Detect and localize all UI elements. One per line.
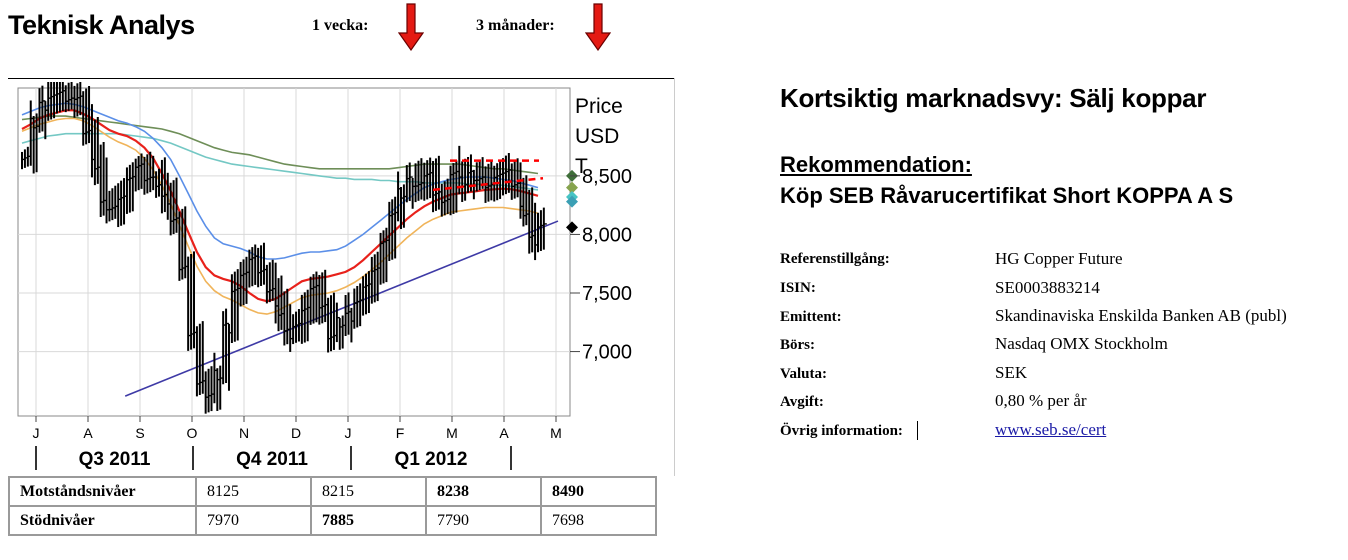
header-divider [8, 78, 675, 79]
info-value-currency: SEK [995, 363, 1028, 382]
down-arrow-icon [585, 3, 611, 51]
y-tick-label: 8,500 [582, 166, 632, 188]
x-tick-label: A [499, 425, 509, 441]
table-cell: 8238 [425, 476, 542, 507]
info-value-issuer: Skandinaviska Enskilda Banken AB (publ) [995, 306, 1287, 325]
level-marker-icon [566, 221, 578, 234]
grid [18, 88, 570, 416]
levels-table: Motståndsnivåer 8125 8215 8238 8490 Stöd… [8, 476, 657, 536]
series-line-ma-orange [21, 117, 539, 315]
table-cell: 8125 [195, 476, 312, 507]
info-value-exchange: Nasdaq OMX Stockholm [995, 334, 1168, 353]
series-line-ma-teal [21, 132, 539, 191]
price-label-line2: USD [575, 125, 619, 148]
text-cursor [917, 421, 918, 440]
series-line-ma-darkgreen [21, 115, 539, 175]
info-value-fee: 0,80 % per år [995, 391, 1087, 410]
x-tick-label: S [135, 425, 144, 441]
x-tick-label: D [291, 425, 301, 441]
recommendation-value: Köp SEB Råvarucertifikat Short KOPPA A S [780, 183, 1234, 208]
x-tick-label: M [446, 425, 458, 441]
horizon-3-months-label: 3 månader: [476, 17, 555, 34]
info-key-isin: ISIN: [780, 280, 816, 296]
market-view-heading: Kortsiktig marknadsvy: Sälj koppar [780, 83, 1207, 113]
copper-price-chart: 8,500 8,000 7,500 7,000 J A S O N D J F M A M Q3 2011 Q… [17, 82, 632, 470]
level-marker-icon [566, 181, 578, 194]
quarter-label: Q1 2012 [395, 449, 468, 470]
x-tick-label: N [239, 425, 249, 441]
x-tick-label: A [83, 425, 93, 441]
channel-bottom [432, 176, 544, 192]
info-key-currency: Valuta: [780, 366, 827, 382]
resistance-channel [432, 159, 544, 192]
x-tick-label: J [33, 425, 40, 441]
table-cell: 7885 [310, 505, 427, 536]
price-label-line3: T [575, 155, 588, 178]
info-value-reference: HG Copper Future [995, 249, 1123, 268]
info-value-isin: SE0003883214 [995, 278, 1100, 297]
info-key-reference: Referenstillgång: [780, 251, 890, 267]
table-cell: 7970 [195, 505, 312, 536]
price-label-line1: Price [575, 95, 623, 118]
info-key-issuer: Emittent: [780, 309, 842, 325]
y-tick-label: 8,000 [582, 224, 632, 246]
table-row: Motståndsnivåer 8125 8215 8238 8490 [8, 476, 657, 507]
y-axis: 8,500 8,000 7,500 7,000 [570, 166, 632, 364]
x-axis: J A S O N D J F M A M Q3 2011 Q4 2011 Q1 2012 [33, 416, 562, 470]
table-cell: 7790 [425, 505, 542, 536]
info-key-exchange: Börs: [780, 337, 815, 353]
info-link-seb-cert[interactable]: www.seb.se/cert [995, 420, 1107, 439]
y-tick-label: 7,000 [582, 342, 632, 364]
table-cell: 8215 [310, 476, 427, 507]
table-cell: 8490 [540, 476, 657, 507]
x-tick-label: M [550, 425, 562, 441]
quarter-label: Q4 2011 [236, 449, 308, 470]
y-tick-label: 7,500 [582, 283, 632, 305]
info-key-fee: Avgift: [780, 394, 824, 410]
row-label-support: Stödnivåer [8, 505, 197, 536]
series-line-ma-blue [21, 102, 539, 260]
row-label-resistance: Motståndsnivåer [8, 476, 197, 507]
price-bars [21, 82, 547, 414]
quarter-label: Q3 2011 [79, 449, 151, 470]
horizon-1-week-label: 1 vecka: [312, 17, 369, 34]
table-cell: 7698 [540, 505, 657, 536]
page-title: Teknisk Analys [8, 10, 195, 40]
info-key-other: Övrig information: [780, 423, 903, 439]
x-tick-label: O [187, 425, 198, 441]
table-row: Stödnivåer 7970 7885 7790 7698 [8, 505, 657, 536]
plot-area [17, 87, 571, 417]
series-line-ma-red [21, 109, 539, 303]
recommendation-label: Rekommendation: [780, 152, 972, 177]
down-arrow-icon [398, 3, 424, 51]
x-tick-label: J [345, 425, 352, 441]
x-tick-label: F [396, 425, 405, 441]
level-marker-icon [566, 195, 578, 208]
moving-averages [21, 102, 539, 315]
chart-frame-edge [674, 78, 675, 476]
